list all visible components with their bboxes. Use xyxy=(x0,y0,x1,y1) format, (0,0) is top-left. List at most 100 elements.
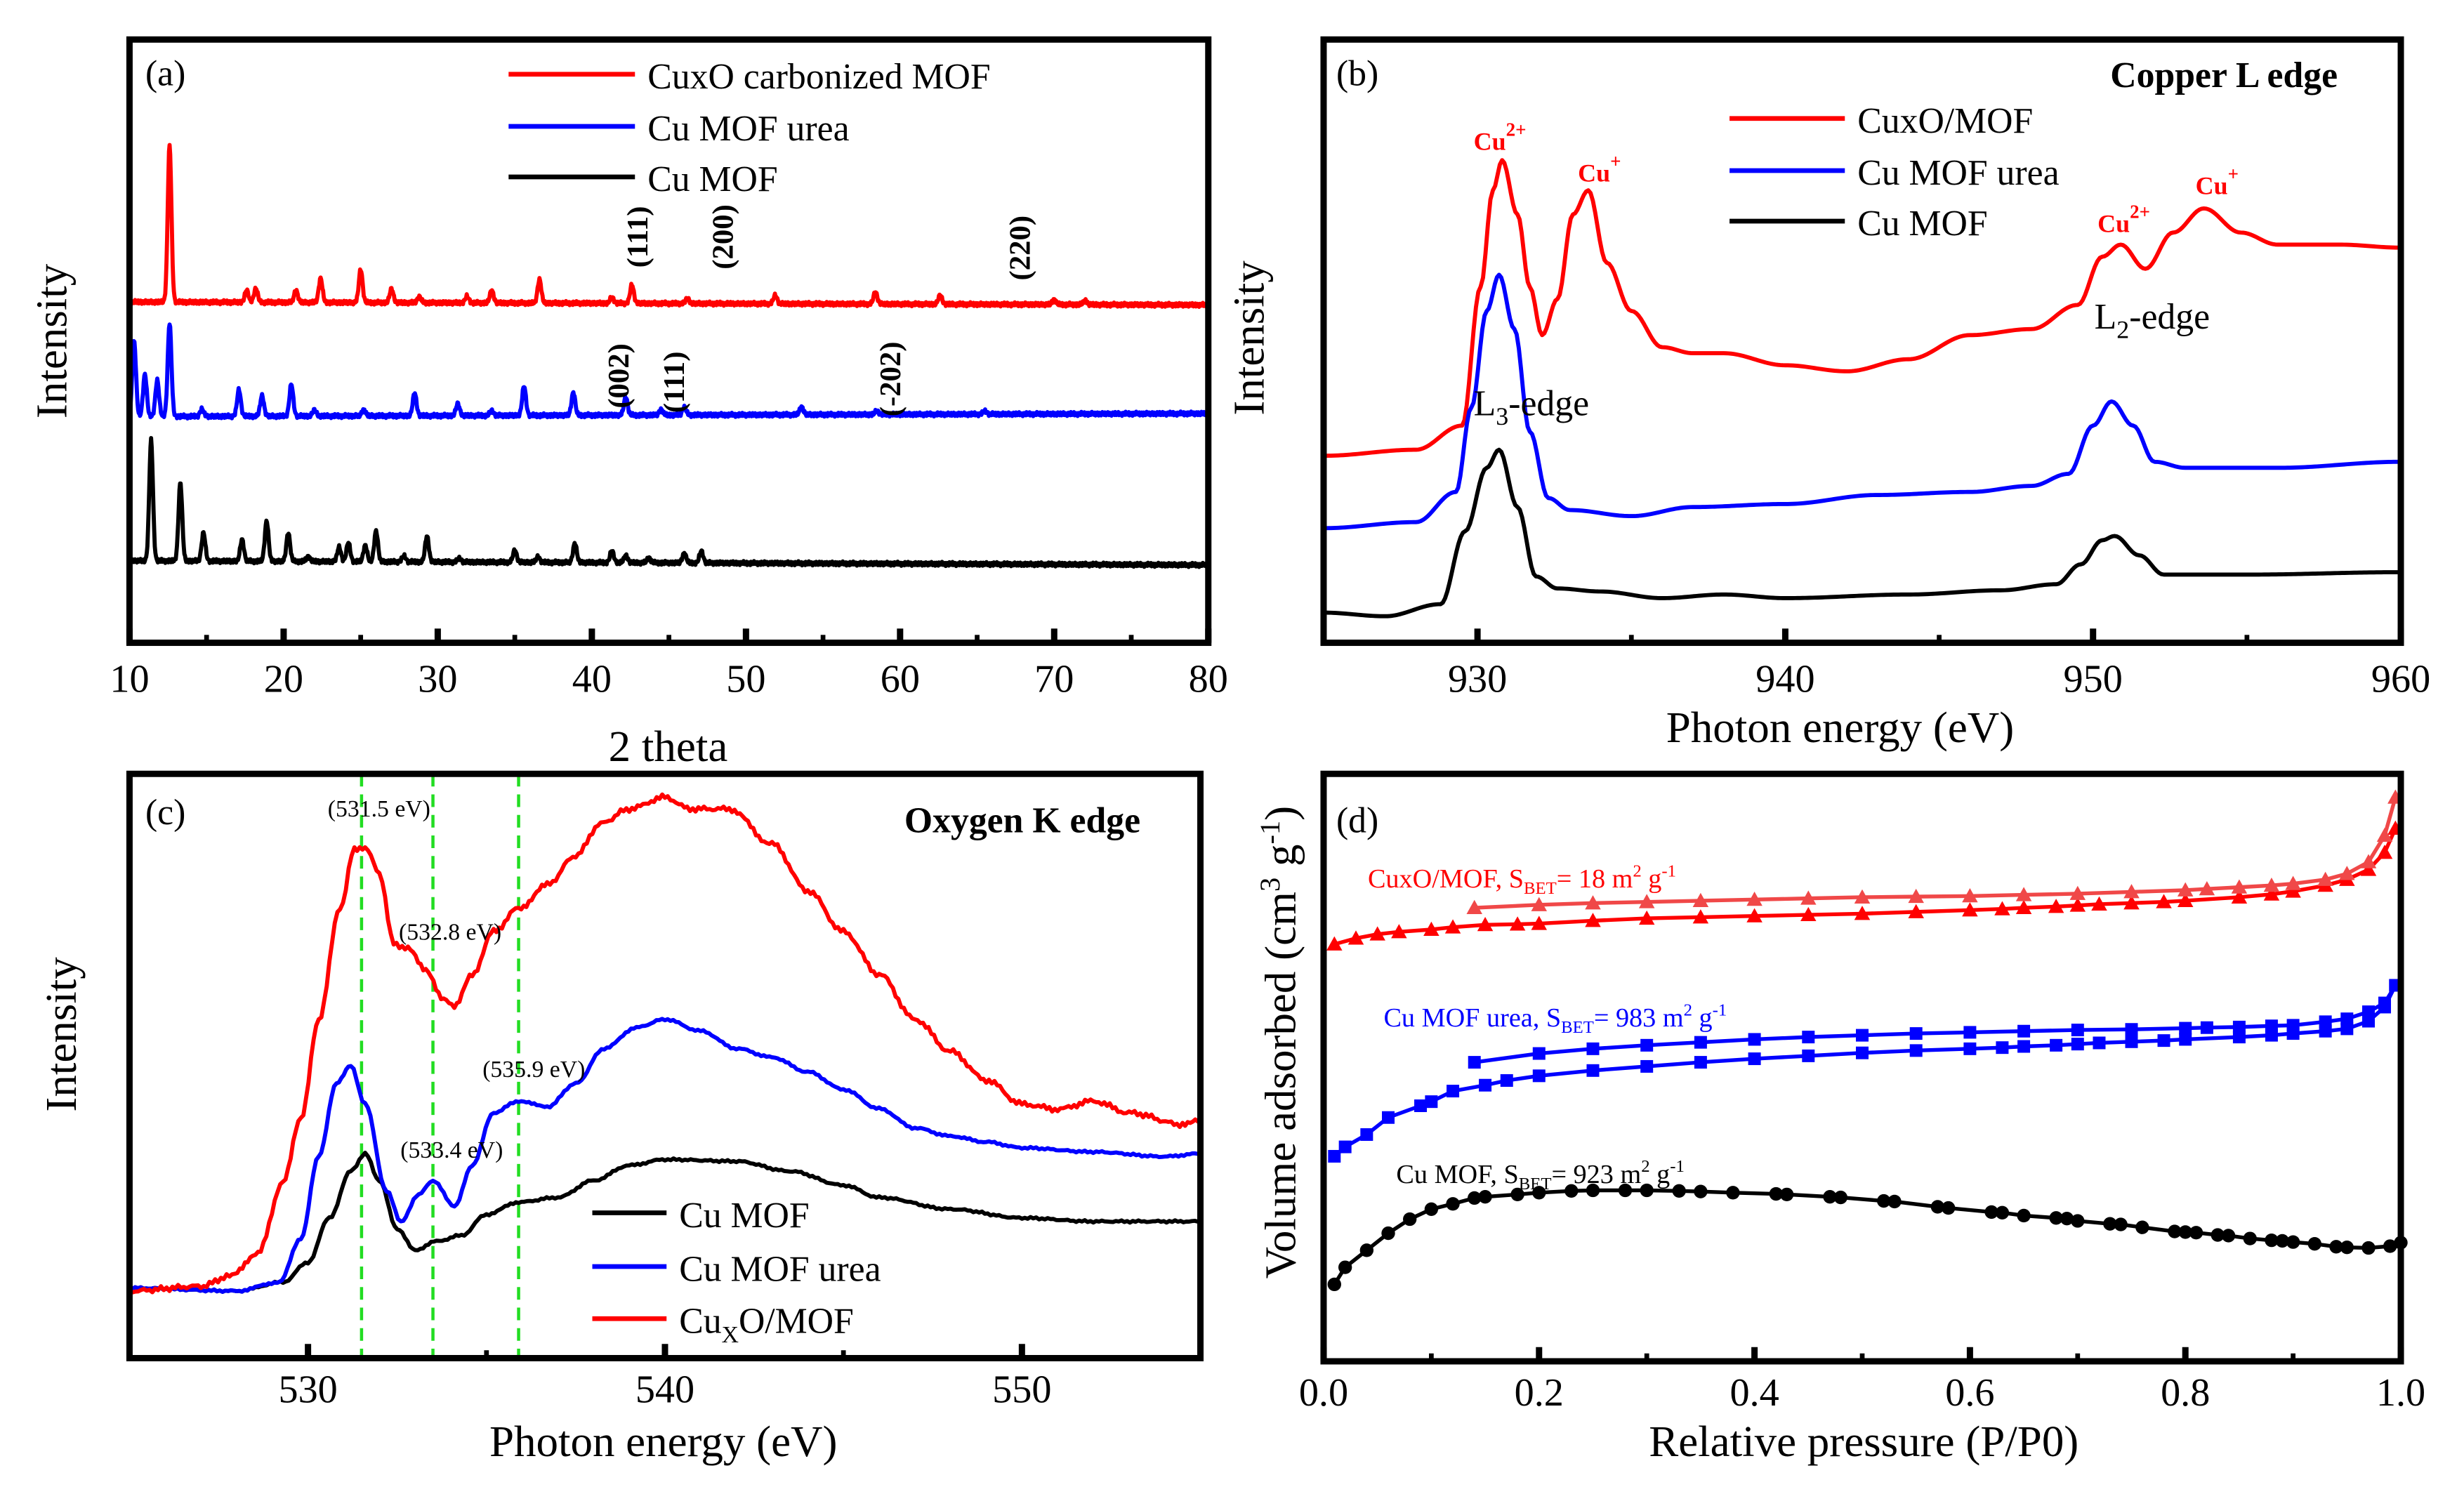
circle-marker xyxy=(1564,1184,1579,1198)
circle-marker xyxy=(1672,1184,1686,1198)
l3-edge-annotation: L3-edge xyxy=(1474,384,1589,430)
square-marker xyxy=(1586,1064,1600,1077)
bet-label-red: CuxO/MOF, SBET= 18 m2 g-1 xyxy=(1368,861,1676,898)
square-marker xyxy=(2286,1019,2300,1032)
legend-entry: CuxO carbonized MOF xyxy=(647,57,990,97)
series-line-cu-mof xyxy=(129,436,1208,569)
square-marker xyxy=(1479,1078,1492,1092)
circle-marker xyxy=(2243,1231,2257,1245)
series-line-cu-mof xyxy=(1323,447,2402,619)
x-tick-label: 0.2 xyxy=(1515,1371,1564,1415)
circle-marker xyxy=(1984,1205,1998,1219)
square-marker xyxy=(1468,1056,1481,1069)
square-marker xyxy=(1414,1099,1428,1113)
square-marker xyxy=(1532,1069,1546,1083)
series-line-cuxo-mof xyxy=(1323,158,2402,458)
energy-annotation: (533.4 eV) xyxy=(400,1137,503,1163)
triangle-marker xyxy=(1962,888,1978,903)
x-tick-label: 30 xyxy=(418,657,457,701)
legend-entry: Cu MOF urea xyxy=(679,1249,881,1289)
square-marker xyxy=(2319,1015,2332,1029)
circle-marker xyxy=(2265,1233,2279,1248)
panel-b-title: Copper L edge xyxy=(2110,55,2338,95)
series-line-cu-mof-urea xyxy=(1323,272,2402,531)
legend-entry: Cu MOF xyxy=(679,1196,809,1236)
circle-marker xyxy=(1424,1202,1439,1216)
circle-marker xyxy=(2103,1217,2117,1231)
square-marker xyxy=(2265,1019,2278,1033)
circle-marker xyxy=(1586,1183,1600,1198)
x-tick-label: 50 xyxy=(726,657,765,701)
square-marker xyxy=(1855,1046,1869,1059)
square-marker xyxy=(1360,1128,1373,1142)
bet-label-black: Cu MOF, SBET= 923 m2 g-1 xyxy=(1396,1157,1684,1194)
triangle-marker xyxy=(1326,936,1343,951)
triangle-marker xyxy=(1423,921,1439,936)
cu2-annotation: Cu2+ xyxy=(2097,201,2150,237)
circle-marker xyxy=(2135,1220,2149,1234)
energy-annotation: (535.9 eV) xyxy=(482,1057,585,1083)
square-marker xyxy=(2200,1021,2213,1034)
circle-marker xyxy=(2307,1236,2321,1251)
circle-marker xyxy=(2275,1234,2289,1248)
circle-marker xyxy=(2286,1235,2300,1249)
triangle-marker xyxy=(2069,885,2086,900)
panel-b-label: (b) xyxy=(1336,54,1378,94)
triangle-marker xyxy=(1908,888,1924,904)
square-marker xyxy=(2232,1031,2246,1044)
square-marker xyxy=(1694,1036,1707,1049)
adsorption-branch-line xyxy=(1333,984,2397,1158)
square-marker xyxy=(2050,1038,2063,1052)
x-tick-label: 80 xyxy=(1189,657,1228,701)
square-marker xyxy=(2071,1038,2084,1051)
hkl-annotation: (111) xyxy=(621,206,654,268)
triangle-marker xyxy=(1444,919,1461,934)
legend-entry: CuxO/MOF xyxy=(1857,101,2033,141)
circle-marker xyxy=(1726,1186,1740,1200)
x-tick-label: 10 xyxy=(110,657,149,701)
circle-marker xyxy=(1877,1194,1891,1208)
square-marker xyxy=(1748,1052,1761,1066)
triangle-marker xyxy=(1638,894,1655,908)
circle-marker xyxy=(1942,1201,1956,1215)
triangle-marker xyxy=(2376,827,2393,842)
square-marker xyxy=(1532,1047,1546,1060)
cu1-annotation: Cu+ xyxy=(1578,150,1621,187)
triangle-marker xyxy=(2156,894,2172,908)
square-marker xyxy=(2340,1012,2354,1026)
series-line-cuxo-mof xyxy=(129,792,1201,1295)
panel-b-plot: 930 940 950 960 xyxy=(1320,36,2430,701)
square-marker xyxy=(1382,1111,1395,1124)
triangle-marker xyxy=(1692,909,1709,924)
square-marker xyxy=(1802,1049,1815,1062)
triangle-marker xyxy=(1509,916,1526,931)
square-marker xyxy=(1855,1029,1869,1042)
circle-marker xyxy=(2060,1211,2074,1226)
plot-frame xyxy=(126,770,1204,1362)
circle-marker xyxy=(2340,1240,2354,1255)
triangle-marker xyxy=(1477,917,1494,932)
triangle-marker xyxy=(2015,887,2032,901)
circle-marker xyxy=(1532,1186,1546,1200)
triangle-marker xyxy=(2339,866,2355,880)
triangle-marker xyxy=(2231,879,2248,894)
y-axis-label: Intensity xyxy=(1224,260,1273,416)
square-marker xyxy=(2017,1024,2031,1038)
hkl-annotation: (111) xyxy=(658,351,691,413)
circle-marker xyxy=(1446,1197,1460,1211)
hkl-annotation: (-202) xyxy=(874,342,907,417)
triangle-marker xyxy=(1531,915,1548,930)
circle-marker xyxy=(1887,1194,1902,1209)
triangle-marker xyxy=(1746,892,1763,906)
y-axis-label: Intensity xyxy=(37,957,86,1112)
square-marker xyxy=(1500,1074,1513,1088)
hkl-annotation: (220) xyxy=(1004,216,1037,281)
square-marker xyxy=(1694,1056,1707,1069)
plot-frame xyxy=(1320,770,2404,1365)
plot-area xyxy=(1323,158,2402,619)
square-marker xyxy=(2017,1040,2031,1053)
square-marker xyxy=(1640,1059,1654,1073)
legend-entry: Cu MOF urea xyxy=(647,109,849,149)
triangle-marker xyxy=(2360,854,2377,868)
